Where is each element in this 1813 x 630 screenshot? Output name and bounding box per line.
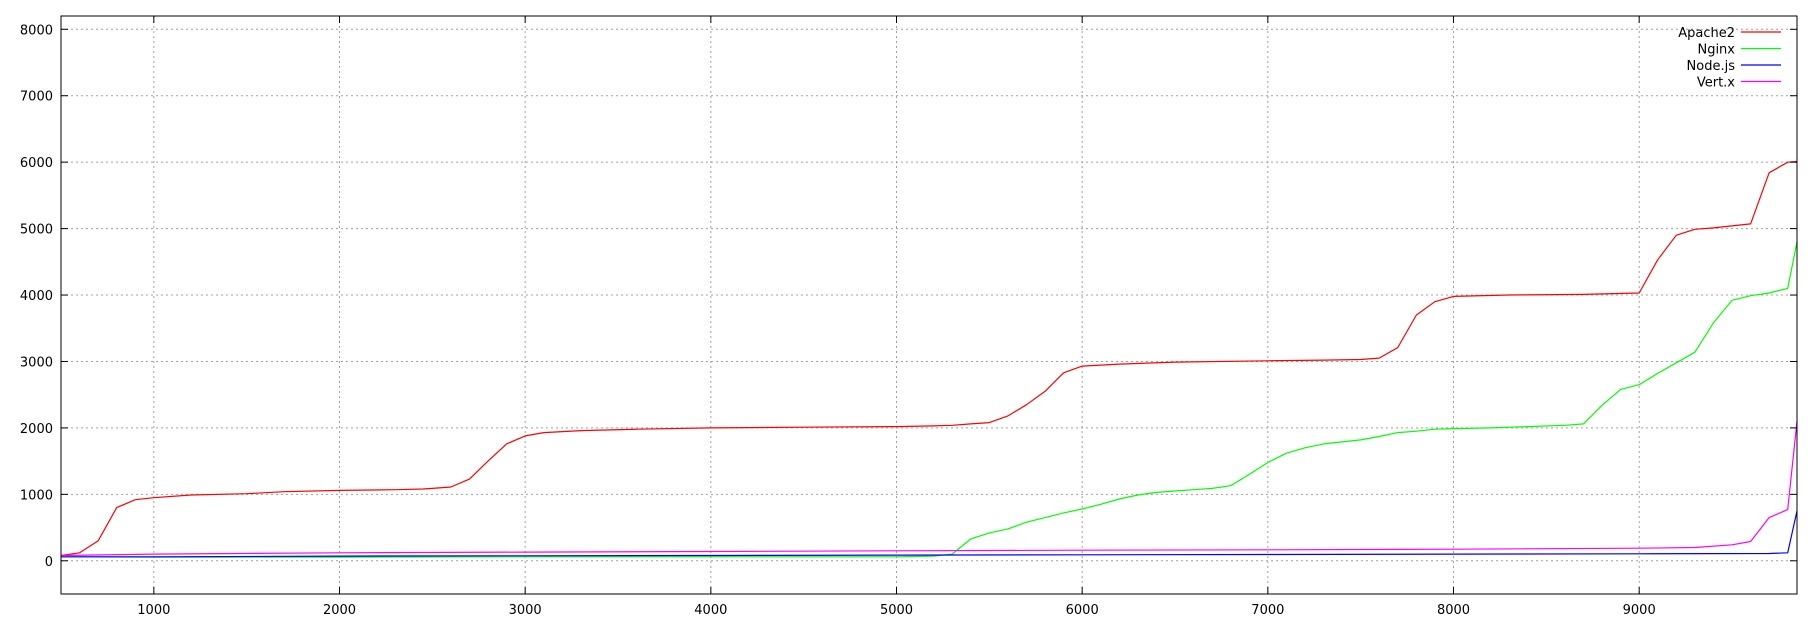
y-tick-label: 3000 [20, 355, 53, 370]
series-line-vert-x [60, 421, 1798, 557]
x-tick-label: 9000 [1623, 603, 1656, 618]
plot-frame [60, 15, 1798, 595]
axis-ticks: 1000 2000 3000 4000 5000 6000 7000 8000 9000 0 100… [20, 16, 1797, 618]
y-tick-label: 8000 [20, 23, 53, 38]
series-line-node-js [61, 510, 1798, 558]
y-tick-label: 6000 [20, 156, 53, 171]
x-tick-label: 7000 [1251, 603, 1284, 618]
series-lines [60, 160, 1798, 558]
y-tick-label: 7000 [20, 90, 53, 105]
x-tick-label: 4000 [694, 603, 727, 618]
series-line-apache2 [60, 160, 1798, 557]
x-tick-label: 5000 [880, 603, 913, 618]
x-tick-label: 2000 [323, 603, 356, 618]
legend-label: Apache2 [1678, 26, 1735, 41]
grid [61, 16, 1797, 594]
x-tick-label: 6000 [1066, 603, 1099, 618]
legend-label: Nginx [1697, 43, 1735, 58]
y-tick-label: 4000 [20, 289, 53, 304]
legend-label: Node.js [1687, 59, 1736, 74]
legend-label: Vert.x [1697, 76, 1735, 91]
y-tick-label: 5000 [20, 223, 53, 238]
y-tick-label: 0 [45, 555, 53, 570]
x-tick-label: 1000 [137, 603, 170, 618]
y-tick-label: 1000 [20, 488, 53, 503]
x-tick-label: 3000 [509, 603, 542, 618]
y-tick-label: 2000 [20, 422, 53, 437]
plot-background [61, 16, 1797, 594]
series-line-nginx [60, 241, 1798, 558]
x-tick-label: 8000 [1437, 603, 1470, 618]
